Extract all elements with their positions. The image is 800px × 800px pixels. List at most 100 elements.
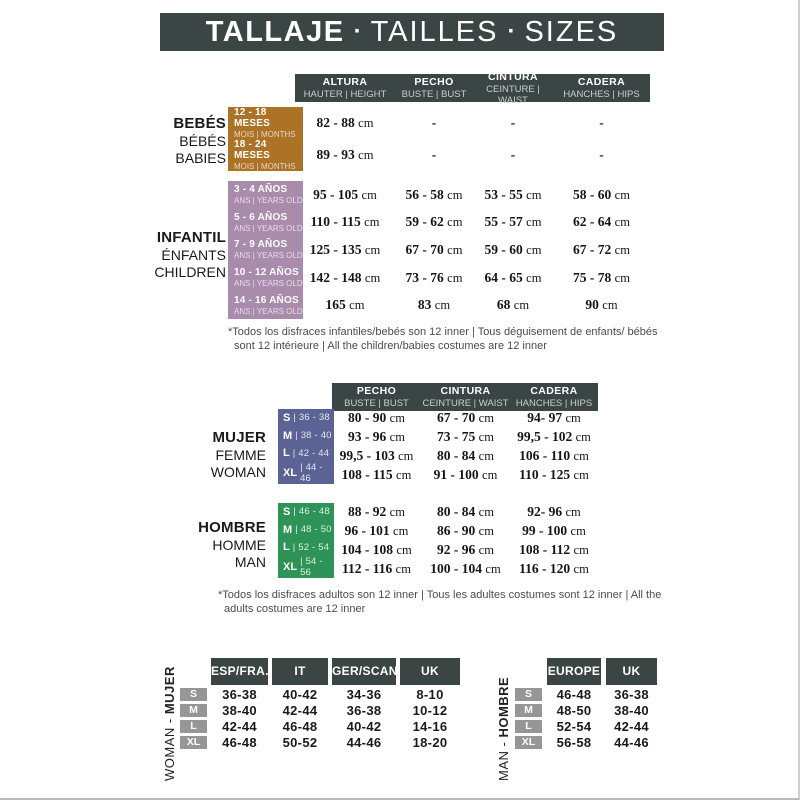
measure-cell: - bbox=[431, 147, 437, 162]
page-title: TALLAJE · TAILLES · SIZES bbox=[160, 13, 664, 51]
measure-cell: 73 - 75 cm bbox=[437, 429, 494, 445]
table-row: 80 - 90 cm 67 - 70 cm 94- 97 cm bbox=[332, 409, 598, 428]
intl-cell: 38-40 bbox=[222, 702, 257, 718]
kids-footnote: *Todos los disfraces infantiles/bebés so… bbox=[228, 326, 658, 352]
children-group-label: INFANTIL ÉNFANTS CHILDREN bbox=[154, 229, 226, 280]
measure-cell: 67 - 70 cm bbox=[437, 410, 494, 426]
intl-cell: 8-10 bbox=[416, 686, 444, 702]
table-row: 142 - 148 cm 73 - 76 cm 64 - 65 cm 75 - … bbox=[295, 264, 650, 292]
intl-cell: 50-52 bbox=[282, 734, 318, 750]
intl-header: EUROPE bbox=[547, 658, 601, 685]
measure-cell: 82 - 88 cm bbox=[316, 115, 374, 130]
age-chip: 7 - 9 AÑOS ANS | YEARS OLD bbox=[234, 239, 303, 261]
intl-cell: 38-40 bbox=[614, 702, 649, 718]
size-chip: M | 38 - 40 bbox=[283, 429, 332, 442]
measure-cell: 55 - 57 cm bbox=[484, 214, 542, 230]
table-row: 82 - 88 cm - - - bbox=[295, 107, 650, 139]
men-intl-vertical-label: MAN - HOMBRE bbox=[496, 676, 511, 781]
table-row: 96 - 101 cm 86 - 90 cm 99 - 100 cm bbox=[332, 522, 598, 541]
size-badge: L bbox=[180, 719, 207, 733]
intl-cell: 56-58 bbox=[556, 734, 592, 750]
men-intl-table: EUROPE UK S 46-48 36-38 M 48-50 38-40 L … bbox=[515, 658, 657, 750]
measure-cell: 80 - 90 cm bbox=[348, 410, 405, 426]
intl-header: ESP/FRA. bbox=[211, 658, 268, 685]
measure-cell: 59 - 62 cm bbox=[405, 214, 463, 230]
table-row: 110 - 115 cm 59 - 62 cm 55 - 57 cm 62 - … bbox=[295, 209, 650, 237]
title-part-tallaje: TALLAJE bbox=[205, 15, 345, 48]
men-size-column: S | 46 - 48 M | 48 - 50 L | 52 - 54 XL |… bbox=[278, 503, 334, 578]
intl-cell: 48-50 bbox=[556, 702, 592, 718]
table-row: 165 cm 83 cm 68 cm 90 cm bbox=[295, 291, 650, 319]
size-chip: XL | 54 - 56 bbox=[283, 556, 323, 579]
age-chip: 3 - 4 AÑOS ANS | YEARS OLD bbox=[234, 184, 303, 206]
intl-cell: 14-16 bbox=[412, 718, 448, 734]
intl-cell: 42-44 bbox=[222, 718, 257, 734]
size-badge: M bbox=[515, 703, 542, 717]
intl-header: UK bbox=[400, 658, 460, 685]
measure-cell: 94- 97 cm bbox=[527, 410, 581, 426]
intl-cell: 44-46 bbox=[346, 734, 382, 750]
intl-header: UK bbox=[606, 658, 657, 685]
table-row: 89 - 93 cm - - - bbox=[295, 139, 650, 171]
intl-cell: 44-46 bbox=[614, 734, 649, 750]
size-badge: L bbox=[515, 719, 542, 733]
age-chip: 12 - 18 MESES MOIS | MONTHS bbox=[234, 107, 296, 139]
size-badge: XL bbox=[180, 735, 207, 749]
intl-cell: 46-48 bbox=[556, 686, 592, 702]
intl-cell: 40-42 bbox=[346, 718, 382, 734]
women-group-label: MUJER FEMME WOMAN bbox=[210, 429, 266, 480]
measure-cell: 59 - 60 cm bbox=[484, 241, 542, 257]
men-measurements: 88 - 92 cm 80 - 84 cm 92- 96 cm 96 - 101… bbox=[332, 503, 598, 578]
measure-cell: 62 - 64 cm bbox=[573, 214, 630, 230]
children-age-column: 3 - 4 AÑOS ANS | YEARS OLD 5 - 6 AÑOS AN… bbox=[228, 181, 303, 319]
intl-cell: 42-44 bbox=[282, 702, 318, 718]
measure-cell: 88 - 92 cm bbox=[348, 504, 405, 520]
measure-cell: 142 - 148 cm bbox=[309, 269, 381, 285]
babies-measurements: 82 - 88 cm - - - 89 - 93 cm - - - bbox=[295, 107, 650, 171]
intl-cell: 36-38 bbox=[222, 686, 257, 702]
measure-cell: 93 - 96 cm bbox=[348, 429, 405, 445]
measure-cell: 96 - 101 cm bbox=[344, 523, 409, 539]
measure-cell: - bbox=[510, 147, 516, 162]
measure-cell: 106 - 110 cm bbox=[519, 447, 589, 463]
table-row: 125 - 135 cm 67 - 70 cm 59 - 60 cm 67 - … bbox=[295, 236, 650, 264]
intl-cell: 46-48 bbox=[282, 718, 318, 734]
intl-cell: 18-20 bbox=[412, 734, 448, 750]
intl-cell: 36-38 bbox=[346, 702, 382, 718]
size-chip: M | 48 - 50 bbox=[283, 523, 332, 536]
table-row: 108 - 115 cm 91 - 100 cm 110 - 125 cm bbox=[332, 465, 598, 484]
measure-cell: - bbox=[510, 115, 516, 130]
age-chip: 10 - 12 AÑOS ANS | YEARS OLD bbox=[234, 267, 303, 289]
measure-cell: 90 cm bbox=[585, 297, 618, 313]
header-pecho: PECHO BUSTE | BUST bbox=[344, 385, 409, 409]
measure-cell: 91 - 100 cm bbox=[433, 466, 498, 482]
children-measurements: 95 - 105 cm 56 - 58 cm 53 - 55 cm 58 - 6… bbox=[295, 181, 650, 319]
measure-cell: 99,5 - 102 cm bbox=[517, 429, 591, 445]
measure-cell: 68 cm bbox=[496, 297, 530, 313]
women-intl-vertical-label: WOMAN - MUJER bbox=[162, 666, 177, 781]
measure-cell: 100 - 104 cm bbox=[430, 560, 501, 576]
intl-cell: 40-42 bbox=[282, 686, 318, 702]
intl-cell: 36-38 bbox=[614, 686, 649, 702]
measure-cell: 86 - 90 cm bbox=[437, 523, 494, 539]
measure-cell: 53 - 55 cm bbox=[484, 186, 542, 202]
age-chip: 18 - 24 MESES MOIS | MONTHS bbox=[234, 139, 296, 171]
header-cintura: CINTURA CEINTURE | WAIST bbox=[422, 385, 509, 409]
measure-cell: - bbox=[599, 115, 604, 130]
size-chip: L | 42 - 44 bbox=[283, 447, 330, 460]
intl-cell: 42-44 bbox=[614, 718, 649, 734]
measure-cell: 112 - 116 cm bbox=[342, 560, 411, 576]
table-row: 93 - 96 cm 73 - 75 cm 99,5 - 102 cm bbox=[332, 428, 598, 447]
title-separator: · bbox=[353, 18, 362, 45]
adult-footnote: *Todos los disfraces adultos son 12 inne… bbox=[218, 589, 662, 615]
measure-cell: 58 - 60 cm bbox=[573, 186, 630, 202]
measure-cell: 73 - 76 cm bbox=[405, 269, 463, 285]
title-part-sizes: SIZES bbox=[524, 15, 619, 48]
measure-cell: 95 - 105 cm bbox=[313, 186, 377, 202]
intl-header: IT bbox=[272, 658, 328, 685]
title-separator: · bbox=[507, 18, 516, 45]
women-measurements: 80 - 90 cm 67 - 70 cm 94- 97 cm 93 - 96 … bbox=[332, 409, 598, 484]
measure-cell: 104 - 108 cm bbox=[341, 541, 412, 557]
size-chip: S | 46 - 48 bbox=[283, 505, 330, 518]
size-badge: M bbox=[180, 703, 207, 717]
